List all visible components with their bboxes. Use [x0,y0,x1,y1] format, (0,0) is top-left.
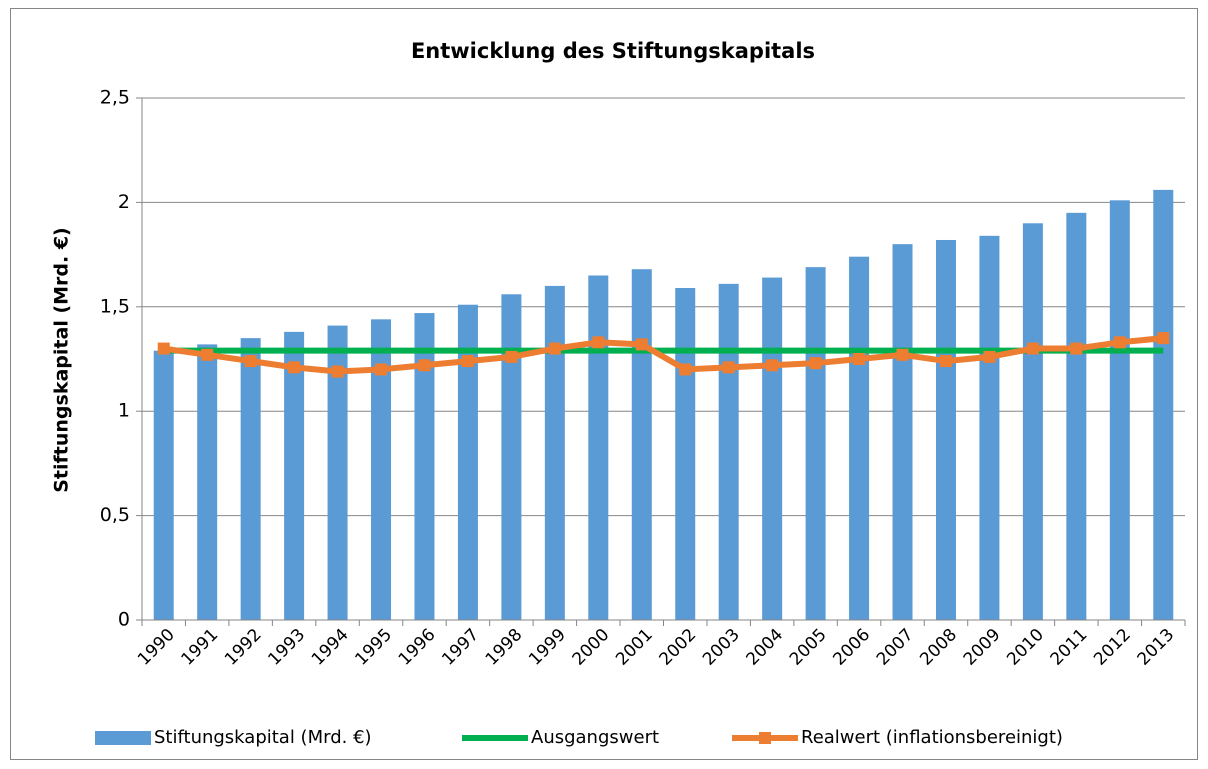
y-tick-label: 1,5 [100,295,130,317]
marker [1070,342,1083,355]
bar [1109,200,1130,620]
y-tick-label: 0,5 [100,504,130,526]
bar [327,325,348,620]
bar [762,277,783,620]
legend-label: Stiftungskapital (Mrd. €) [154,727,372,748]
marker [418,359,431,372]
line [163,335,1164,375]
marker [1113,336,1126,349]
y-tick-label: 0 [118,609,130,631]
marker [244,355,257,368]
marker [983,350,996,363]
marker [809,357,822,370]
marker [853,353,866,365]
bar [1153,189,1174,620]
bar [544,285,565,620]
marker [592,336,605,349]
bar [414,313,435,620]
bar [197,344,218,620]
marker [201,348,214,361]
marker [331,365,344,378]
marker [461,355,474,368]
marker [679,363,692,376]
marker [548,342,561,355]
bar [1022,223,1043,620]
bar [718,283,739,620]
bar [457,304,478,620]
legend-swatch [95,731,151,745]
marker [375,363,388,376]
marker [505,350,518,363]
y-tick-label: 1 [118,400,130,422]
legend-label: Realwert (inflationsbereinigt) [801,727,1063,748]
marker [722,361,735,374]
bar [153,350,174,620]
marker [1026,342,1039,355]
legend-label: Ausgangswert [531,727,659,748]
marker [939,355,952,368]
y-axis-label: Stiftungskapital (Mrd. €) [51,227,73,493]
bar [849,256,870,620]
bar [631,269,652,620]
bar [805,267,826,620]
bar [284,331,305,620]
bar [1066,212,1087,620]
marker [896,348,909,361]
marker [766,359,779,372]
y-tick-label: 2,5 [100,87,130,109]
legend-marker [759,732,771,744]
bar [892,244,913,620]
bar [675,288,696,620]
bar [979,235,1000,621]
marker [1157,332,1170,345]
bar [371,319,392,620]
y-tick-label: 2 [118,191,130,213]
marker [635,338,648,351]
bar [240,338,261,620]
bar [501,294,522,620]
bar [588,275,609,620]
chart-title: Entwicklung des Stiftungskapitals [411,39,815,63]
bar [935,239,956,620]
marker [157,342,170,355]
marker [288,361,301,374]
